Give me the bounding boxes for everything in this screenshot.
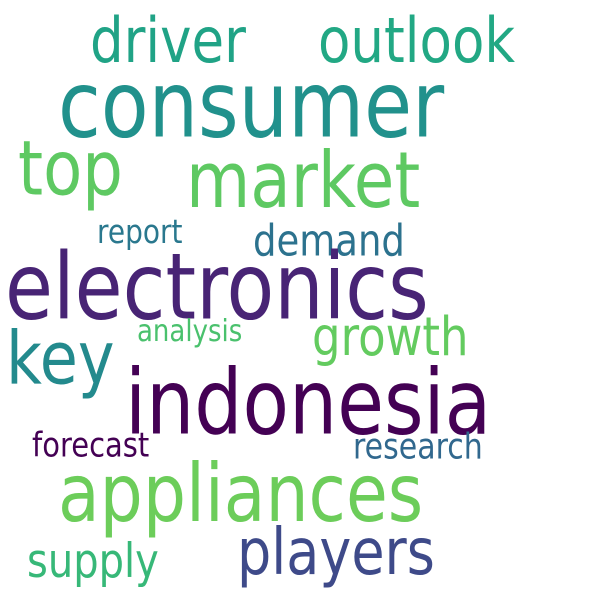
word-outlook: outlook	[318, 5, 516, 78]
word-top: top	[18, 126, 123, 214]
word-consumer: consumer	[58, 52, 445, 160]
word-players: players	[237, 515, 435, 590]
word-electronics: electronics	[5, 234, 429, 342]
word-research: research	[353, 426, 483, 468]
word-report: report	[97, 212, 183, 252]
word-forecast: forecast	[32, 424, 150, 465]
word-key: key	[6, 314, 115, 402]
word-supply: supply	[27, 534, 159, 589]
word-demand: demand	[253, 215, 405, 267]
word-appliances: appliances	[58, 447, 424, 542]
word-market: market	[186, 134, 421, 226]
word-growth: growth	[312, 305, 469, 368]
word-analysis: analysis	[137, 313, 243, 350]
word-driver: driver	[90, 5, 246, 78]
word-indonesia: indonesia	[125, 349, 492, 455]
